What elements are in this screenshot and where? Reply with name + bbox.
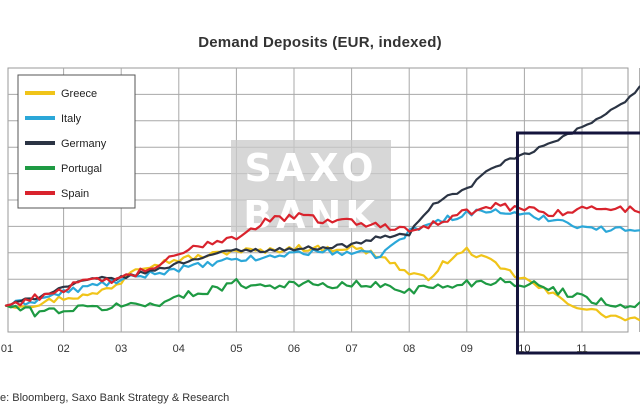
x-tick-label: 02 — [57, 343, 69, 355]
x-tick-label: 06 — [288, 343, 300, 355]
x-tick-label: 10 — [518, 343, 530, 355]
legend-label-italy: Italy — [61, 113, 82, 125]
x-tick-label: 08 — [403, 343, 415, 355]
x-tick-label: 05 — [230, 343, 242, 355]
legend-label-greece: Greece — [61, 88, 97, 100]
x-tick-label: 11 — [576, 343, 587, 355]
x-tick-label: 04 — [173, 343, 185, 355]
legend: Greece Italy Germany Portugal Spain — [17, 74, 136, 209]
highlight-layer — [515, 131, 640, 355]
x-tick-label: 01 — [1, 343, 13, 355]
legend-label-germany: Germany — [61, 138, 107, 150]
series-line-italy — [4, 208, 640, 307]
series-line-germany — [4, 85, 640, 307]
watermark-text: SAXO — [244, 146, 377, 190]
series-line-portugal — [4, 277, 640, 318]
series-line-spain — [4, 201, 640, 307]
x-tick-label: 09 — [461, 343, 473, 355]
watermark-box — [231, 140, 391, 232]
x-tick-label: 07 — [345, 343, 357, 355]
x-tick-label: 03 — [115, 343, 127, 355]
chart-title: Demand Deposits (EUR, indexed) — [198, 34, 442, 51]
legend-label-spain: Spain — [61, 188, 89, 200]
series-layer — [4, 85, 640, 322]
x-axis: 01 02 03 04 05 06 07 08 09 10 11 — [1, 343, 588, 355]
source-note: e: Bloomberg, Saxo Bank Strategy & Resea… — [0, 392, 230, 404]
highlight-box — [515, 131, 640, 355]
legend-label-portugal: Portugal — [61, 163, 102, 175]
